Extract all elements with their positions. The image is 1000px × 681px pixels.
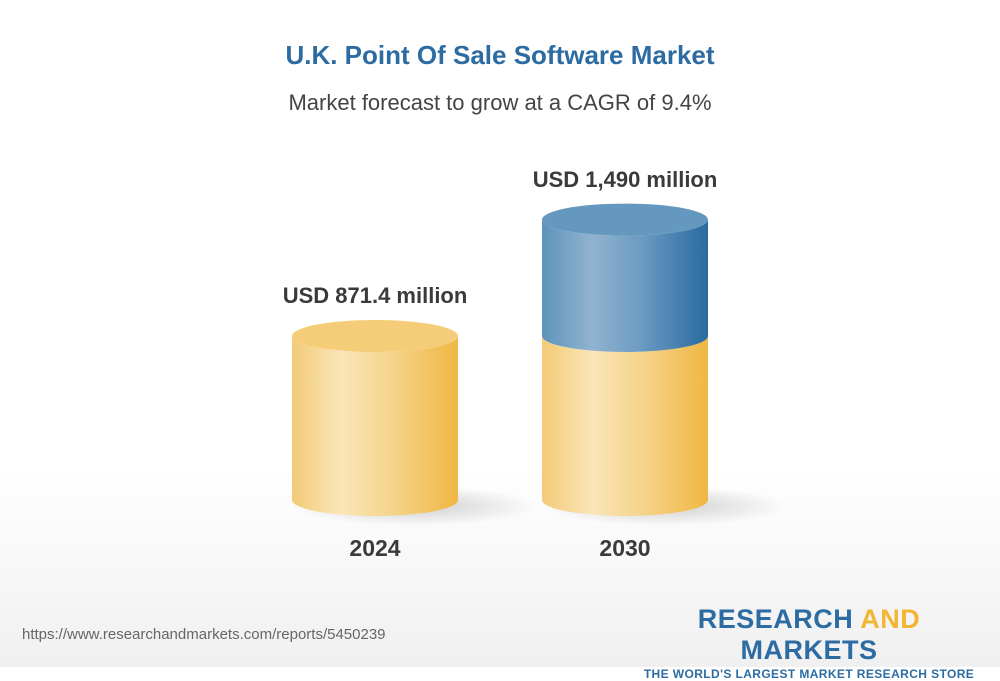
source-url[interactable]: https://www.researchandmarkets.com/repor…	[22, 626, 386, 643]
cylinder-chart: USD 871.4 million USD 1,490 million 2024…	[283, 167, 788, 561]
chart-subtitle: Market forecast to grow at a CAGR of 9.4…	[288, 90, 712, 115]
logo-text-markets: MARKETS	[740, 635, 878, 665]
category-label-2030: 2030	[599, 535, 650, 561]
category-label-2024: 2024	[349, 535, 400, 561]
research-and-markets-logo: RESEARCH AND MARKETS THE WORLD'S LARGEST…	[636, 604, 982, 681]
bar-top-2030	[542, 203, 708, 236]
chart-title: U.K. Point Of Sale Software Market	[285, 40, 715, 70]
logo-tagline: THE WORLD'S LARGEST MARKET RESEARCH STOR…	[643, 667, 975, 681]
data-label-2030: USD 1,490 million	[533, 167, 718, 192]
bar-growth-segment-2030	[542, 219, 708, 352]
data-label-2024: USD 871.4 million	[283, 283, 468, 308]
bar-top-2024	[292, 320, 458, 352]
logo-text-and: AND	[860, 604, 921, 634]
logo-text-research: RESEARCH	[697, 604, 861, 634]
bar-2024	[292, 336, 458, 516]
bar-base-segment-2030	[542, 336, 708, 516]
